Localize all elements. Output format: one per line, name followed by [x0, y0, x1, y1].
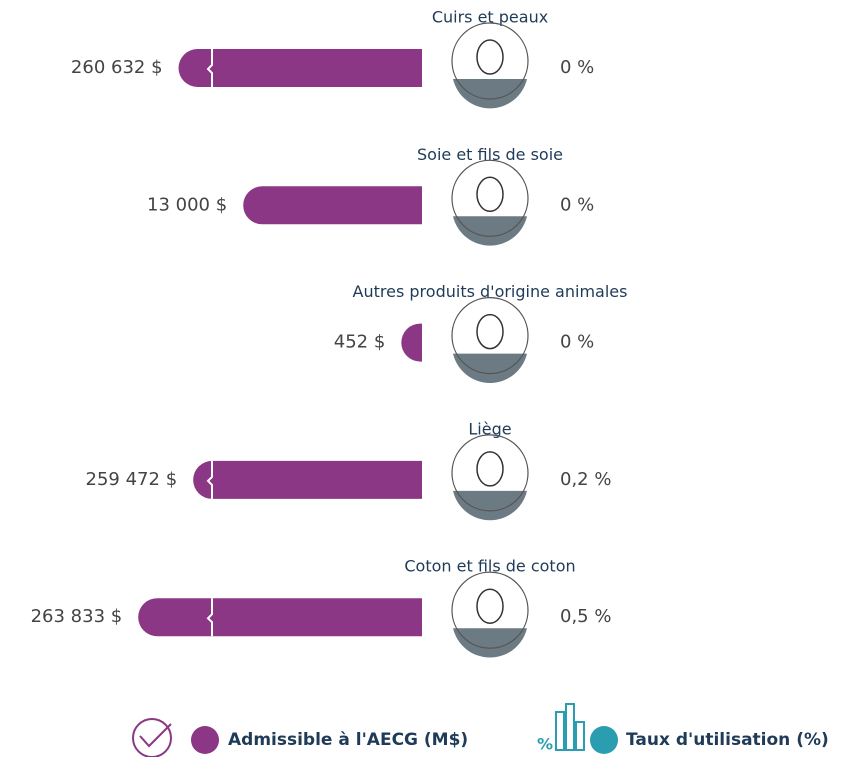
rate-label: 0 % — [560, 332, 594, 353]
icon-ring — [451, 297, 529, 375]
icon-glyph — [476, 313, 504, 350]
icon-glyph — [476, 176, 504, 213]
legend-chart-icon: % — [537, 703, 585, 754]
category-label: Liège — [468, 419, 511, 438]
category-icon — [451, 22, 529, 109]
icon-ring — [451, 571, 529, 649]
bar — [178, 49, 422, 87]
icon-base — [453, 353, 527, 383]
value-label: 263 833 $ — [31, 606, 123, 627]
category-icon — [451, 297, 529, 383]
category-icon — [451, 434, 529, 521]
axis-break — [206, 598, 213, 637]
category-icon — [451, 159, 529, 246]
legend-swatch — [191, 726, 219, 754]
rate-label: 0 % — [560, 57, 594, 78]
icon-ring — [451, 22, 529, 100]
category-label: Autres produits d'origine animales — [353, 282, 628, 301]
icon-ring — [451, 159, 529, 237]
icon-base — [453, 216, 527, 246]
icon-glyph — [476, 451, 504, 487]
bar — [243, 186, 422, 225]
axis-break — [206, 460, 213, 499]
value-label: 259 472 $ — [86, 469, 178, 490]
value-label: 452 $ — [334, 332, 386, 353]
icon-ring — [451, 434, 529, 512]
bar — [401, 323, 422, 362]
svg-text:%: % — [537, 735, 553, 754]
category-label: Coton et fils de coton — [404, 557, 575, 576]
icon-glyph — [476, 39, 504, 75]
legend-label: Taux d'utilisation (%) — [626, 730, 829, 750]
icon-base — [453, 628, 527, 658]
bar — [138, 598, 422, 637]
legend-check-icon — [132, 718, 172, 757]
value-label: 13 000 $ — [147, 194, 227, 215]
legend-swatch — [590, 726, 618, 754]
axis-break — [206, 49, 213, 87]
category-label: Soie et fils de soie — [417, 145, 563, 164]
category-icon — [451, 571, 529, 658]
rate-label: 0,5 % — [560, 606, 611, 627]
bar — [193, 460, 422, 499]
value-label: 260 632 $ — [71, 57, 163, 78]
icon-glyph — [476, 588, 504, 624]
icon-base — [453, 490, 527, 521]
legend-label: Admissible à l'AECG (M$) — [228, 730, 468, 750]
icon-base — [453, 79, 527, 109]
rate-label: 0 % — [560, 194, 594, 215]
rate-label: 0,2 % — [560, 469, 611, 490]
category-label: Cuirs et peaux — [432, 8, 548, 27]
